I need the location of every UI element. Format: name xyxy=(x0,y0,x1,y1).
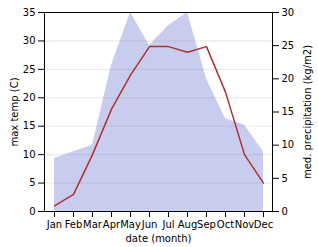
svg-text:Nov: Nov xyxy=(235,219,255,230)
svg-text:15: 15 xyxy=(23,120,36,131)
svg-text:5: 5 xyxy=(282,173,288,184)
svg-text:med. precipitation (kg/m2): med. precipitation (kg/m2) xyxy=(302,45,313,179)
svg-text:Jan: Jan xyxy=(46,219,62,230)
svg-text:10: 10 xyxy=(282,139,295,150)
svg-text:30: 30 xyxy=(23,35,36,46)
svg-text:Oct: Oct xyxy=(217,219,234,230)
svg-text:5: 5 xyxy=(29,177,35,188)
svg-text:20: 20 xyxy=(23,92,36,103)
svg-text:Sep: Sep xyxy=(197,219,216,230)
svg-text:0: 0 xyxy=(29,206,35,217)
svg-text:25: 25 xyxy=(282,40,295,51)
svg-text:35: 35 xyxy=(23,7,36,18)
svg-text:Feb: Feb xyxy=(65,219,83,230)
svg-text:15: 15 xyxy=(282,106,295,117)
svg-text:10: 10 xyxy=(23,149,36,160)
svg-text:Jul: Jul xyxy=(161,219,174,230)
svg-text:Jun: Jun xyxy=(141,219,158,230)
svg-text:25: 25 xyxy=(23,64,36,75)
svg-text:date (month): date (month) xyxy=(126,233,192,244)
svg-text:May: May xyxy=(120,219,141,230)
svg-text:Dec: Dec xyxy=(254,219,273,230)
svg-text:Aug: Aug xyxy=(178,219,198,230)
svg-text:20: 20 xyxy=(282,73,295,84)
svg-text:30: 30 xyxy=(282,7,295,18)
svg-text:0: 0 xyxy=(282,206,288,217)
svg-text:max temp (C): max temp (C) xyxy=(9,77,20,146)
svg-text:Mar: Mar xyxy=(83,219,103,230)
svg-text:Apr: Apr xyxy=(103,219,121,230)
